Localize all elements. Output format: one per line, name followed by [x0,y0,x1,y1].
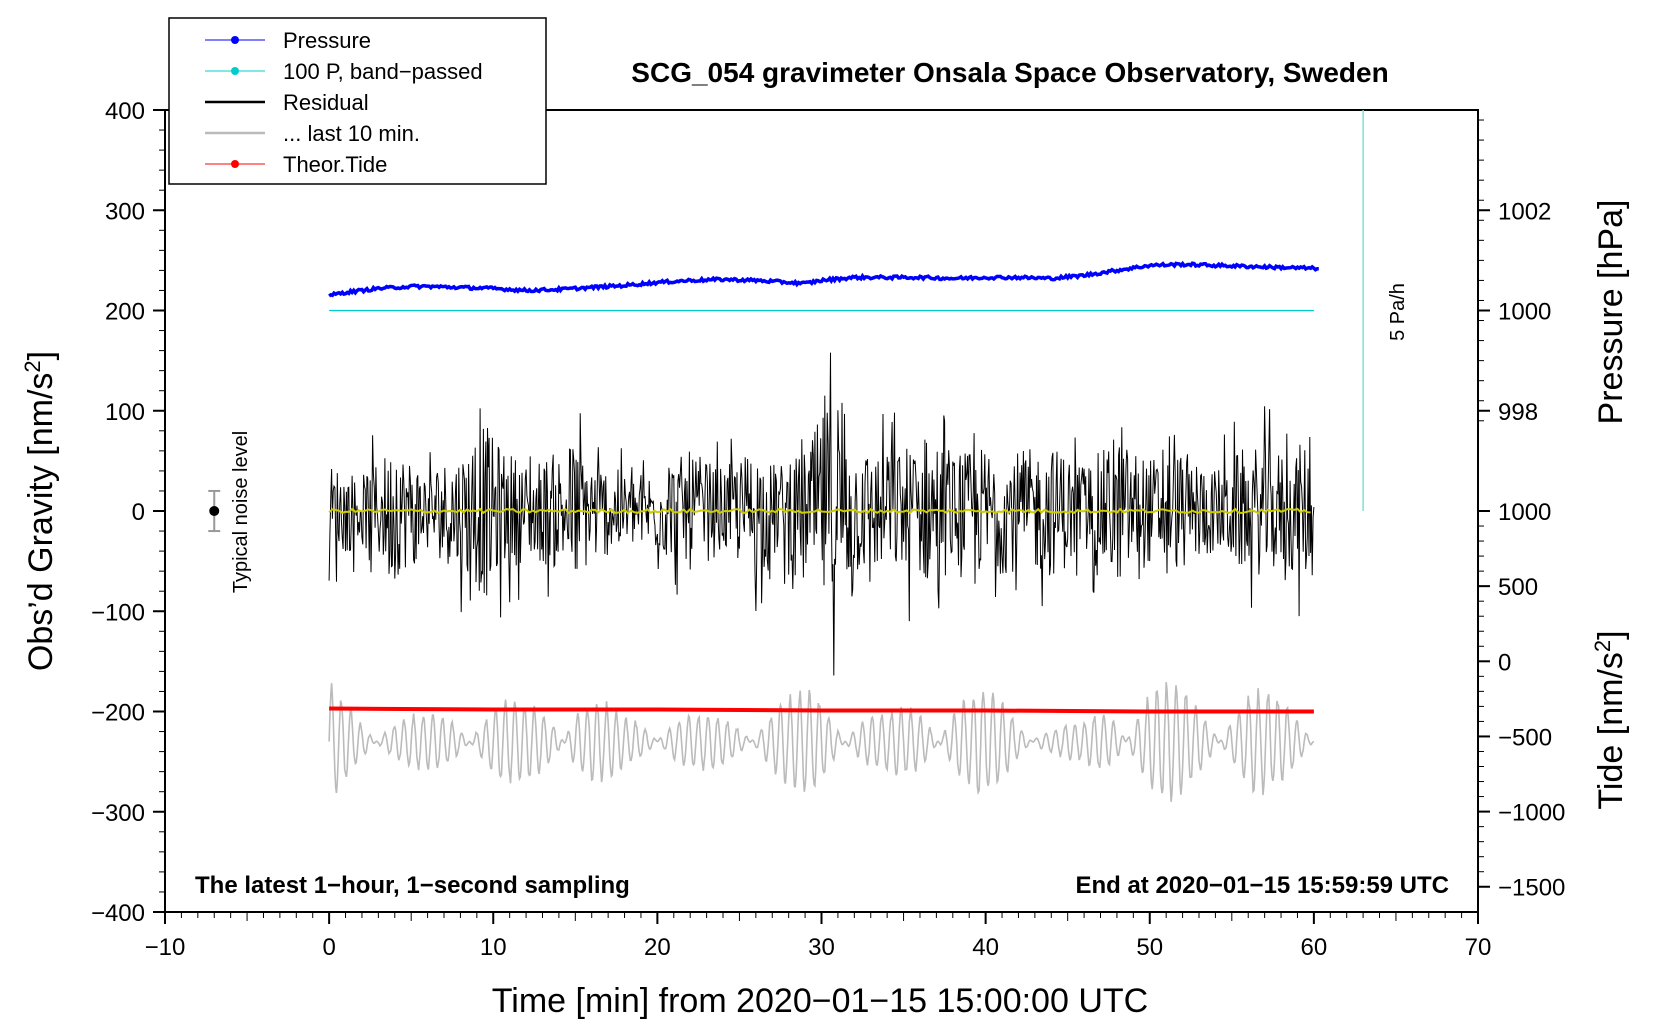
y-tick-label: −300 [91,800,145,827]
series-layer [208,110,1364,802]
y-tick-label: 100 [105,399,145,426]
chart-title: SCG_054 gravimeter Onsala Space Observat… [631,57,1388,88]
x-tick-label: 30 [808,934,835,961]
tide-axis-title: Tide [nm/s2] [1590,630,1631,809]
legend-label: ... last 10 min. [283,121,420,146]
note-end-time: End at 2020−01−15 15:59:59 UTC [1075,872,1449,899]
noise-level-label: Typical noise level [230,431,252,593]
pressure-line [328,260,1319,298]
y-axis-title-sup: 2 [20,360,45,372]
pressure-tick-label: 998 [1498,399,1538,426]
axes-layer: −10 0 10 20 30 40 50 60 70−400−300−200−100010020… [91,98,1565,961]
legend-marker [231,67,239,75]
x-tick-label: 60 [1301,934,1328,961]
x-tick-label: −10 [145,934,186,961]
tide-axis-title-main: Tide [nm/s [1592,652,1630,809]
pressure-tick-label: 1002 [1498,198,1551,225]
x-tick-label: 10 [480,934,507,961]
y-axis-title: Obs’d Gravity [nm/s2] [20,351,61,671]
x-tick-label: 70 [1465,934,1492,961]
legend-marker [231,160,239,168]
tide-tick-label: −1500 [1498,875,1565,902]
x-tick-label: 20 [644,934,671,961]
tide-tick-label: −500 [1498,724,1552,751]
tide-tick-label: 500 [1498,574,1538,601]
tide-axis-title-sup: 2 [1590,640,1615,652]
noise-marker-dot [209,506,220,516]
x-tick-label: 50 [1136,934,1163,961]
theor-tide-line [329,706,1314,714]
pressure-tick-label: 1000 [1498,299,1551,326]
residual-smoothed-line [328,507,1311,515]
tide-axis-title-end: ] [1592,630,1630,639]
legend-label: 100 P, band−passed [283,59,483,84]
y-tick-label: −400 [91,900,145,927]
y-tick-label: 0 [132,499,145,526]
last-10-min-line [328,682,1315,802]
tide-tick-label: −1000 [1498,800,1565,827]
legend-label: Pressure [283,28,371,53]
legend-marker [231,36,239,44]
legend-label: Residual [283,90,369,115]
y-tick-label: 300 [105,198,145,225]
x-axis-title: Time [min] from 2020−01−15 15:00:00 UTC [492,982,1148,1020]
x-tick-label: 40 [972,934,999,961]
legend-label: Theor.Tide [283,152,387,177]
pressure-axis-title: Pressure [hPa] [1592,200,1630,425]
y-axis-title-main: Obs’d Gravity [nm/s [22,373,60,672]
y-tick-label: −100 [91,599,145,626]
residual-line [328,352,1315,676]
x-tick-label: 0 [322,934,335,961]
y-tick-label: −200 [91,700,145,727]
y-tick-label: 400 [105,98,145,125]
y-tick-label: 200 [105,299,145,326]
tide-tick-label: 1000 [1498,499,1551,526]
legend: Pressure 100 P, band−passed Residual ... la… [168,17,547,185]
note-sampling: The latest 1−hour, 1−second sampling [195,872,630,899]
pa-per-hour-label: 5 Pa/h [1387,283,1409,341]
tide-tick-label: 0 [1498,649,1511,676]
y-axis-title-end: ] [22,351,60,360]
